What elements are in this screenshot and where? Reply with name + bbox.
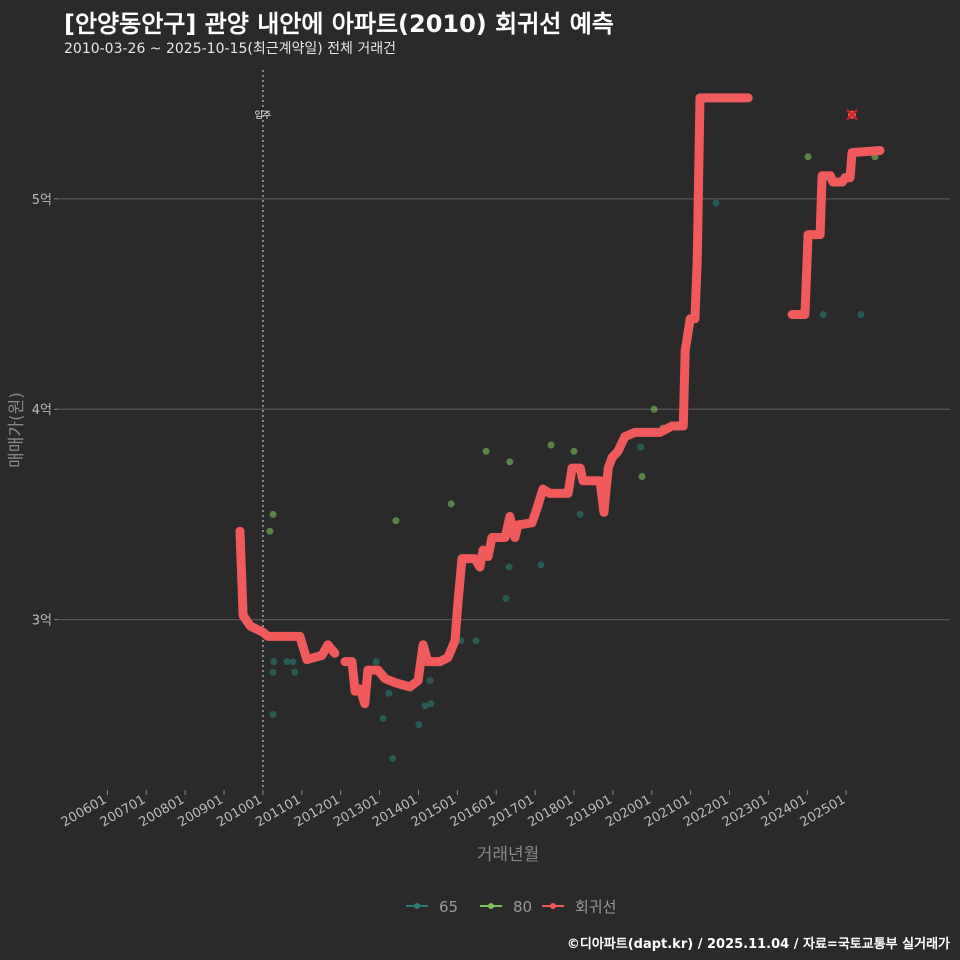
scatter-point-80: [650, 405, 658, 413]
scatter-point-65: [270, 658, 278, 666]
legend-key-point: [550, 903, 556, 909]
regression-line: [235, 526, 340, 665]
scatter-point-65: [505, 563, 513, 571]
source-caption: ©디아파트(dapt.kr) / 2025.11.04 / 자료=국토교통부 실…: [566, 937, 950, 952]
scatter-point-65: [712, 199, 720, 207]
scatter-point-80: [269, 510, 277, 518]
scatter-point-80: [638, 473, 646, 481]
scatter-point-65: [472, 637, 480, 645]
scatter-point-80: [482, 447, 490, 455]
scatter-point-65: [372, 658, 380, 666]
scatter-point-80: [506, 458, 514, 466]
chart-title: [안양동안구] 관양 내안에 아파트(2010) 회귀선 예측: [64, 10, 614, 38]
scatter-point-80: [447, 500, 455, 508]
scatter-point-65: [427, 700, 435, 708]
scatter-point-65: [269, 668, 277, 676]
legend: 65 80 회귀선: [406, 898, 616, 916]
legend-label: 80: [513, 898, 532, 916]
scatter-point-65: [576, 510, 584, 518]
legend-label: 회귀선: [575, 898, 616, 916]
latest-x-marker: [846, 108, 858, 121]
scatter-point-65: [421, 702, 429, 710]
scatter-point-65: [819, 311, 827, 319]
scatter-point-80: [804, 153, 812, 161]
move-in-label: 입주: [255, 109, 272, 121]
scatter-point-65: [289, 658, 297, 666]
chart-subtitle: 2010-03-26 ~ 2025-10-15(최근계약일) 전체 거래건: [64, 41, 396, 57]
y-axis-title: 매매가(원): [7, 392, 27, 468]
scatter-point-65: [389, 754, 397, 762]
scatter-point-65: [379, 714, 387, 722]
scatter-point-65: [502, 595, 510, 603]
scatter-point-65: [291, 668, 299, 676]
x-tick-label: 202501: [798, 792, 848, 830]
scatter-point-80: [266, 527, 274, 535]
scatter-point-65: [426, 677, 434, 685]
y-tick-label: 5억: [32, 193, 52, 208]
scatter-point-65: [637, 443, 645, 451]
legend-key-point: [414, 903, 420, 909]
regression-line: [787, 145, 885, 320]
scatter-point-65: [283, 658, 291, 666]
y-tick-label: 4억: [32, 403, 52, 418]
legend-key-point: [488, 903, 494, 909]
scatter-point-80: [570, 447, 578, 455]
scatter-point-65: [415, 721, 423, 729]
scatter-point-80: [392, 517, 400, 525]
scatter-point-65: [385, 689, 393, 697]
regression-line: [340, 93, 753, 709]
scatter-point-65: [857, 311, 865, 319]
scatter-point-65: [537, 561, 545, 569]
x-axis-title: 거래년월: [477, 845, 540, 865]
legend-label: 65: [439, 898, 458, 916]
scatter-point-65: [269, 710, 277, 718]
y-tick-label: 3억: [32, 614, 52, 629]
scatter-point-80: [547, 441, 555, 449]
